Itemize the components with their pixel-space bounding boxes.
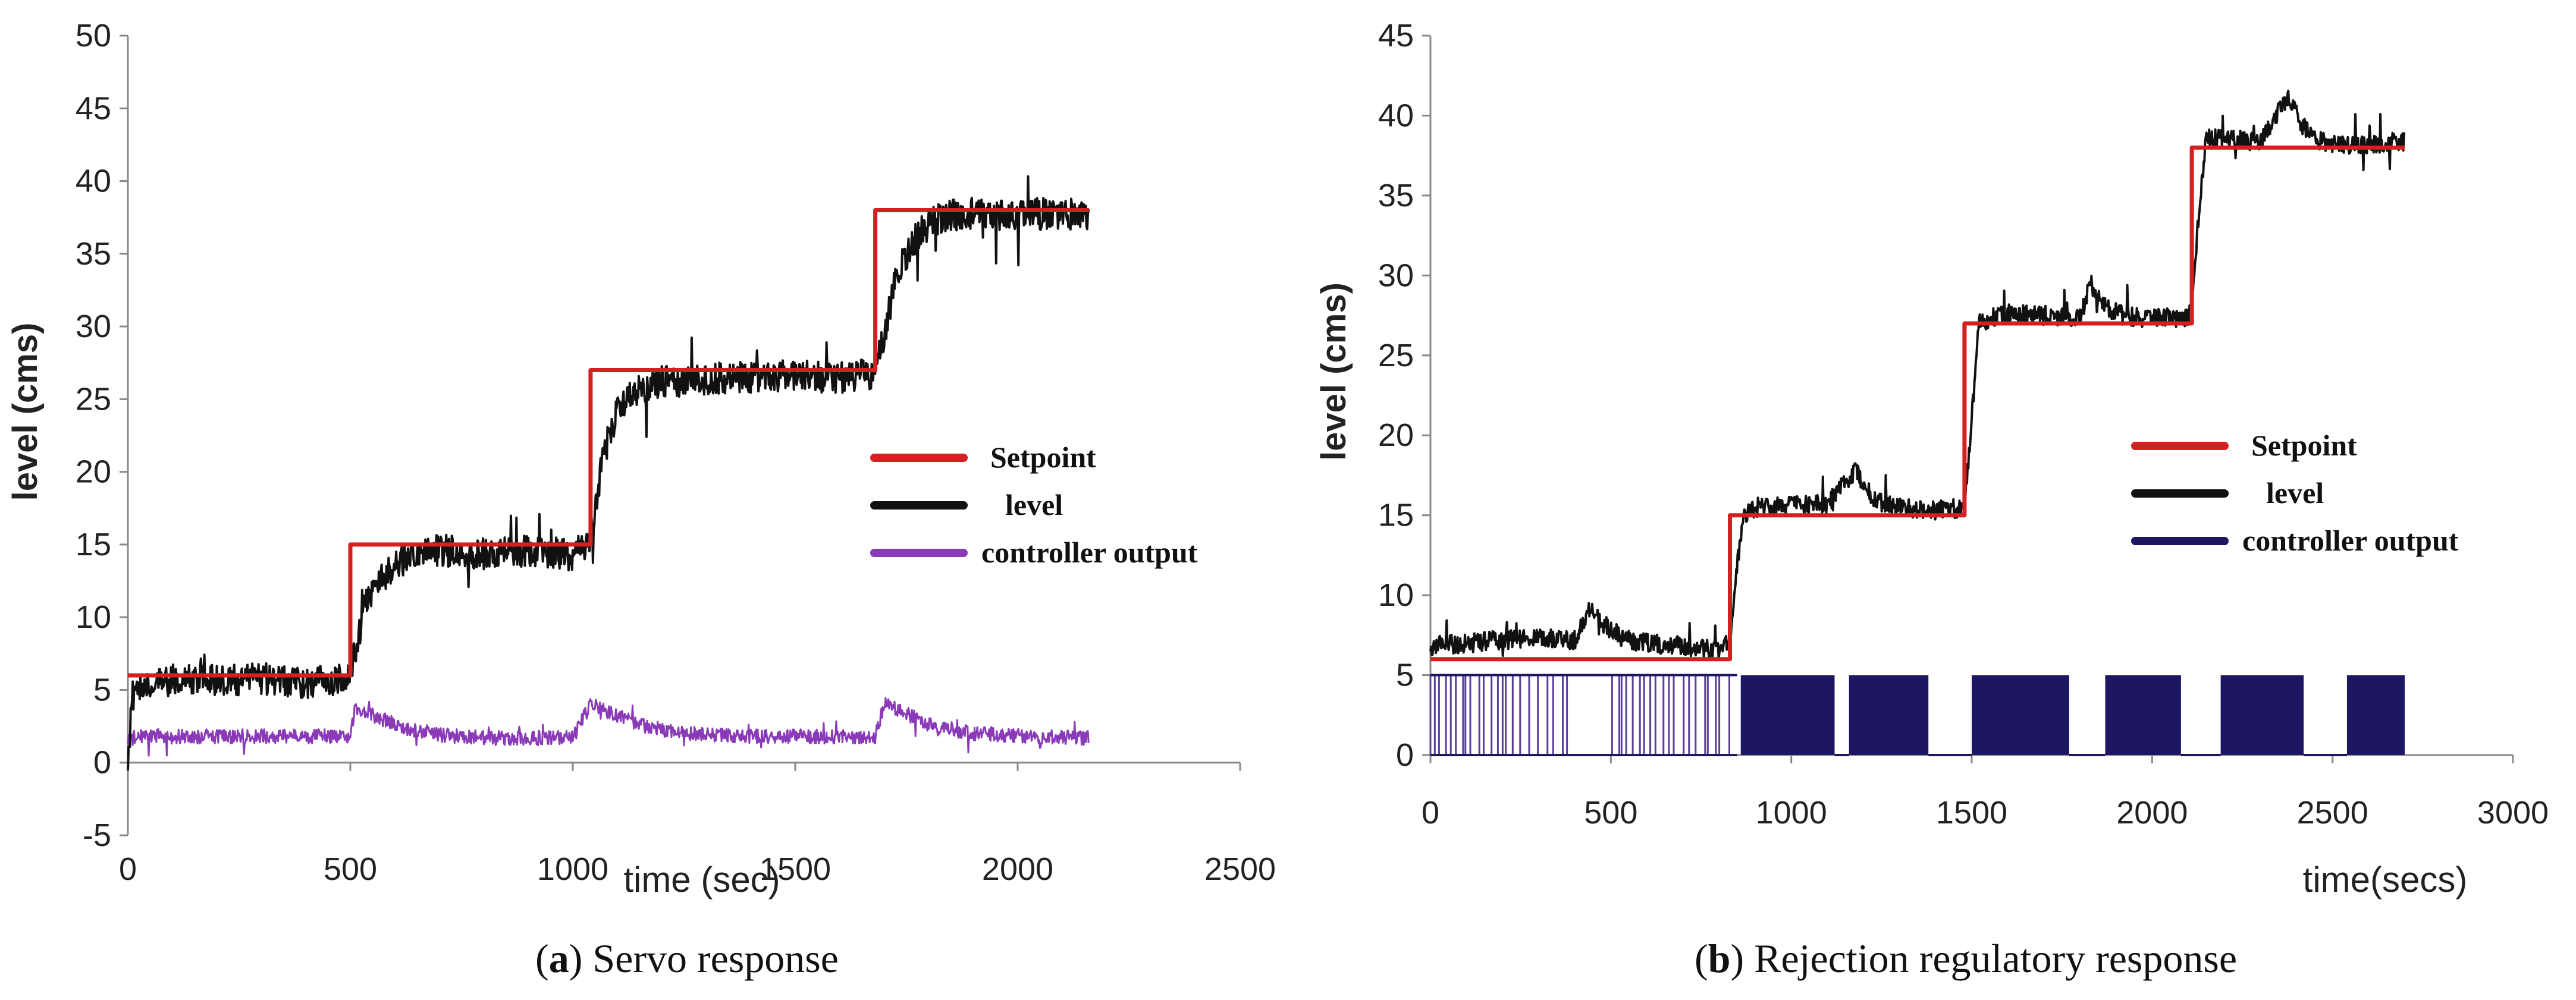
chart-a-legend-setpoint-label: Setpoint — [990, 441, 1096, 474]
chart-b-series-controller-output — [1429, 674, 2405, 756]
chart-a-caption-close: ) — [569, 936, 583, 981]
chart-b-y-tick-label: 0 — [1396, 737, 1414, 773]
chart-b-y-tick-label: 40 — [1378, 98, 1414, 133]
chart-a-caption-text: Servo response — [582, 936, 839, 981]
chart-b-series-controller-output-toggles — [1429, 675, 1730, 755]
chart-b-y-tick-label: 20 — [1378, 417, 1414, 453]
chart-a-axes — [127, 36, 1240, 835]
chart-a-y-tick-label: 45 — [76, 90, 111, 126]
chart-b-y-tick-label: 30 — [1378, 257, 1414, 293]
chart-b-y-tick-label: 15 — [1378, 498, 1414, 533]
chart-a-x-axis-title: time (sec) — [623, 860, 780, 900]
chart-a-caption-open: ( — [535, 936, 549, 981]
chart-rejection-regulatory-response: 0 5 10 15 20 25 30 35 40 45 0 500 1000 1500 2000 2500 3… — [1314, 18, 2549, 981]
chart-a-y-tick-label: 5 — [93, 672, 111, 707]
chart-b-caption-text: Rejection regulatory response — [1744, 936, 2237, 981]
chart-b-series-controller-output-block — [2220, 675, 2304, 755]
chart-b-series-level — [1429, 89, 2406, 661]
chart-b-caption: (b) Rejection regulatory response — [1695, 936, 2237, 981]
chart-b-legend-controller-output-label: controller output — [2242, 524, 2459, 557]
chart-b-y-tick-label: 45 — [1378, 18, 1414, 54]
chart-a-x-tick-label: 500 — [324, 851, 377, 887]
chart-a-y-tick-label: -5 — [83, 817, 111, 853]
chart-b-series-controller-output-block — [1972, 675, 2069, 755]
chart-b-series-controller-output-block — [2105, 675, 2181, 755]
chart-a-legend: Setpoint level controller output — [870, 441, 1198, 569]
chart-b-series-setpoint — [1430, 145, 2405, 662]
chart-b-axes — [1429, 36, 2513, 756]
chart-a-legend-controller-output-label: controller output — [981, 536, 1198, 569]
chart-b-series-controller-output-block — [1849, 675, 1929, 755]
chart-a-series-setpoint — [128, 208, 1089, 678]
chart-b-x-axis-title: time(secs) — [2303, 860, 2468, 900]
chart-b-x-tick-label: 3000 — [2477, 795, 2549, 831]
chart-a-x-tick-label: 1000 — [537, 851, 608, 887]
chart-a-x-tick-label: 0 — [119, 851, 137, 887]
chart-a-x-tick-label: 2000 — [982, 851, 1053, 887]
chart-b-series-controller-output-block — [2346, 675, 2405, 755]
chart-a-caption: (a) Servo response — [535, 936, 839, 981]
chart-b-series-controller-output-block — [1740, 675, 1835, 755]
chart-b-x-tick-label: 2000 — [2116, 795, 2188, 831]
chart-a-y-tick-label: 20 — [76, 454, 111, 490]
chart-a-series-controller-output — [127, 697, 1090, 757]
chart-a-series-level — [127, 175, 1090, 771]
chart-a-legend-level-label: level — [1005, 488, 1063, 521]
chart-b-legend-setpoint-label: Setpoint — [2251, 429, 2357, 462]
chart-b-caption-close: ) — [1730, 936, 1744, 981]
chart-a-y-tick-label: 35 — [76, 236, 111, 272]
chart-b-y-axis-title: level (cms) — [1314, 282, 1353, 461]
chart-a-y-tick-label: 25 — [76, 381, 111, 417]
chart-b-x-tick-label: 1000 — [1756, 795, 1827, 831]
chart-a-y-tick-label: 50 — [76, 18, 111, 54]
chart-b-y-tick-label: 35 — [1378, 178, 1414, 213]
chart-a-caption-letter: a — [549, 936, 569, 981]
chart-a-y-tick-label: 40 — [76, 163, 111, 199]
chart-b-x-ticks: 0 500 1000 1500 2000 2500 3000 — [1422, 755, 2549, 831]
chart-b-x-tick-label: 500 — [1584, 795, 1637, 831]
chart-b-caption-open: ( — [1695, 936, 1708, 981]
chart-b-y-tick-label: 5 — [1396, 658, 1414, 693]
chart-a-x-ticks: 0 500 1000 1500 2000 2500 — [119, 762, 1276, 887]
chart-a-x-tick-label: 2500 — [1204, 851, 1276, 887]
chart-b-y-tick-label: 25 — [1378, 338, 1414, 373]
chart-b-x-tick-label: 1500 — [1936, 795, 2007, 831]
chart-b-caption-letter: b — [1708, 936, 1731, 981]
chart-b-legend: Setpoint level controller output — [2131, 429, 2459, 557]
chart-a-y-tick-label: 0 — [93, 745, 111, 781]
chart-b-x-tick-label: 2500 — [2297, 795, 2368, 831]
chart-b-legend-level-label: level — [2266, 476, 2324, 510]
chart-b-x-tick-label: 0 — [1422, 795, 1439, 831]
chart-a-y-tick-label: 15 — [76, 527, 111, 562]
chart-b-y-ticks: 0 5 10 15 20 25 30 35 40 45 — [1378, 18, 1430, 773]
chart-a-series — [127, 175, 1090, 771]
chart-a-y-tick-label: 10 — [76, 599, 111, 635]
chart-b-y-tick-label: 10 — [1378, 577, 1414, 613]
chart-a-y-ticks: -5 0 5 10 15 20 25 30 35 40 45 50 — [76, 18, 128, 853]
chart-a-y-axis-title: level (cms) — [6, 323, 45, 501]
chart-a-y-tick-label: 30 — [76, 309, 111, 344]
chart-a-x-tick-label: 1500 — [760, 851, 831, 887]
chart-b-series — [1429, 89, 2406, 756]
